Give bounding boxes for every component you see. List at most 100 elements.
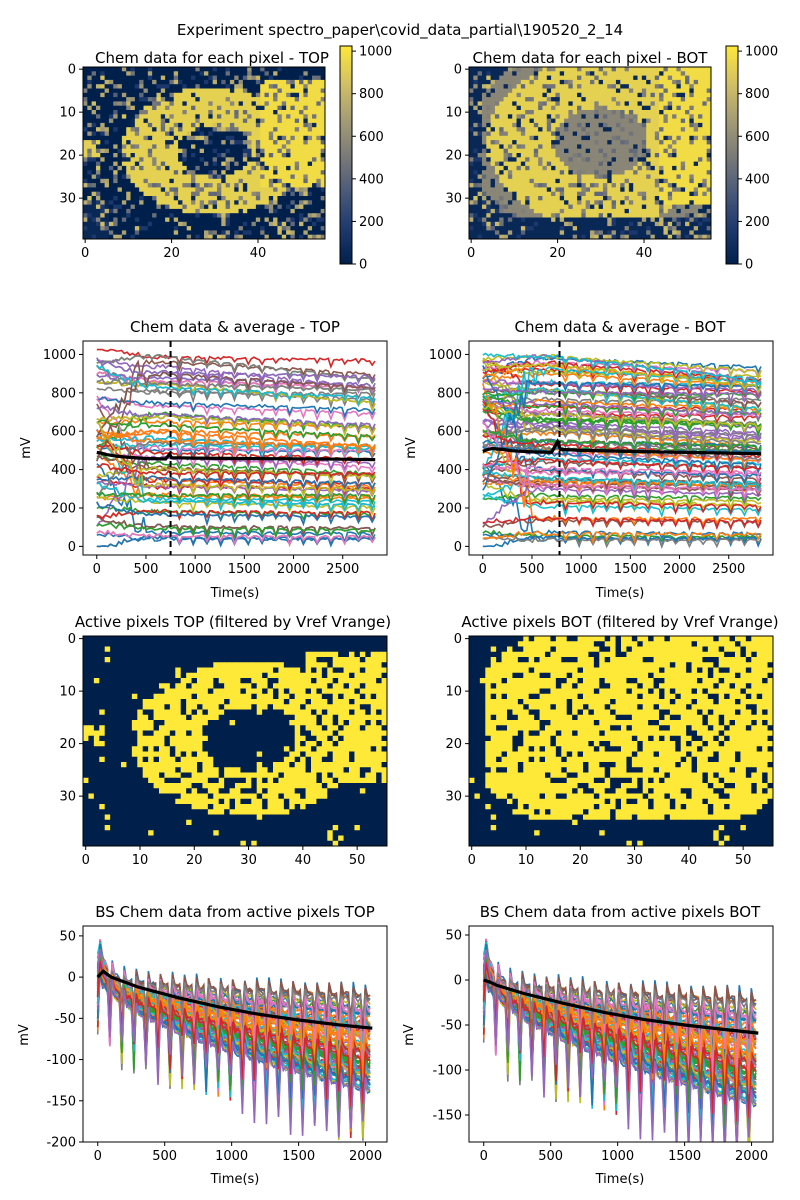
heatmap-cell — [693, 110, 699, 115]
heatmap-cell — [641, 71, 647, 76]
heatmap-cell — [611, 84, 617, 89]
heatmap-cell — [204, 234, 209, 240]
heatmap-cell — [130, 92, 136, 98]
heatmap-cell — [169, 165, 175, 171]
heatmap-cell — [139, 153, 144, 158]
heatmap-cell — [633, 71, 638, 76]
heatmap-cell — [216, 79, 222, 85]
heatmap-cell — [577, 234, 582, 240]
heatmap-cell — [186, 651, 192, 658]
heatmap-cell — [281, 114, 287, 119]
y-axis-label: mV — [19, 437, 34, 459]
heatmap-cell — [568, 122, 574, 128]
heatmap-cell — [225, 178, 231, 184]
heatmap-cell — [529, 165, 535, 171]
heatmap-cell — [204, 131, 209, 137]
heatmap-cell — [672, 148, 677, 154]
heatmap-cell — [555, 67, 561, 72]
heatmap-cell — [494, 217, 500, 223]
heatmap-cell — [216, 84, 222, 89]
heatmap-cell — [646, 101, 651, 107]
heatmap-cell — [637, 122, 643, 128]
heatmap-cell — [199, 122, 205, 128]
heatmap-cell — [663, 226, 669, 231]
heatmap-cell — [225, 114, 231, 119]
heatmap-cell — [165, 230, 170, 236]
heatmap-cell — [542, 131, 548, 137]
heatmap-cell — [327, 646, 334, 653]
heatmap-cell — [529, 174, 535, 180]
heatmap-cell — [165, 208, 170, 214]
heatmap-cell — [689, 97, 695, 102]
heatmap-cell — [590, 200, 595, 205]
heatmap-cell — [529, 208, 535, 214]
heatmap-cell — [126, 221, 131, 227]
heatmap-cell — [251, 226, 257, 231]
series-line — [482, 399, 762, 421]
heatmap-cell — [646, 196, 651, 201]
heatmap-cell — [165, 157, 170, 162]
heatmap-cell — [143, 131, 149, 137]
heatmap-cell — [685, 92, 690, 98]
heatmap-cell — [568, 67, 574, 72]
heatmap-cell — [533, 178, 539, 184]
heatmap-cell — [212, 174, 218, 180]
heatmap-cell — [104, 71, 110, 76]
heatmap-cell — [512, 153, 517, 158]
heatmap-cell — [191, 144, 196, 150]
heatmap-cell — [503, 187, 509, 193]
heatmap-cell — [698, 131, 703, 137]
heatmap-cell — [611, 131, 617, 137]
heatmap-cell — [611, 67, 617, 72]
heatmap-cell — [607, 165, 613, 171]
heatmap-cell — [240, 646, 247, 653]
heatmap-cell — [620, 204, 625, 210]
heatmap-cell — [268, 204, 274, 210]
heatmap-cell — [650, 153, 656, 158]
heatmap-cell — [516, 118, 522, 124]
heatmap-cell — [247, 153, 252, 158]
heatmap-cell — [204, 200, 209, 205]
heatmap-cell — [294, 148, 300, 154]
heatmap-cell — [169, 204, 175, 210]
heatmap-cell — [264, 148, 270, 154]
heatmap-cell — [180, 646, 187, 653]
heatmap-cell — [624, 178, 630, 184]
heatmap-cell — [277, 88, 283, 94]
heatmap-cell — [208, 213, 214, 218]
heatmap-cell — [294, 118, 300, 124]
heatmap-cell — [225, 92, 231, 98]
heatmap-cell — [706, 234, 712, 240]
heatmap-cell — [594, 75, 600, 81]
heatmap-cell — [147, 71, 153, 76]
heatmap-cell — [663, 92, 669, 98]
heatmap-cell — [624, 135, 630, 141]
heatmap-cell — [281, 234, 287, 240]
heatmap-cell — [121, 226, 127, 231]
heatmap-cell — [667, 157, 673, 162]
heatmap-cell — [204, 153, 209, 158]
heatmap-cell — [376, 641, 382, 647]
heatmap-cell — [654, 213, 660, 218]
heatmap-cell — [320, 191, 326, 197]
heatmap-cell — [130, 148, 136, 154]
heatmap-cell — [273, 178, 278, 184]
heatmap-cell — [286, 110, 291, 115]
heatmap-cell — [494, 148, 500, 154]
heatmap-cell — [264, 178, 270, 184]
heatmap-cell — [152, 84, 157, 89]
heatmap-cell — [311, 641, 317, 647]
heatmap-cell — [685, 204, 690, 210]
heatmap-cell — [525, 187, 530, 193]
heatmap-cell — [277, 196, 283, 201]
heatmap-cell — [165, 135, 170, 141]
heatmap-cell — [199, 67, 205, 72]
heatmap-cell — [87, 79, 93, 85]
heatmap-cell — [568, 144, 574, 150]
heatmap-cell — [134, 174, 140, 180]
heatmap-cell — [299, 161, 304, 167]
heatmap-cell — [706, 144, 712, 150]
heatmap-cell — [494, 187, 500, 193]
heatmap-cell — [507, 183, 513, 188]
heatmap-cell — [611, 88, 617, 94]
